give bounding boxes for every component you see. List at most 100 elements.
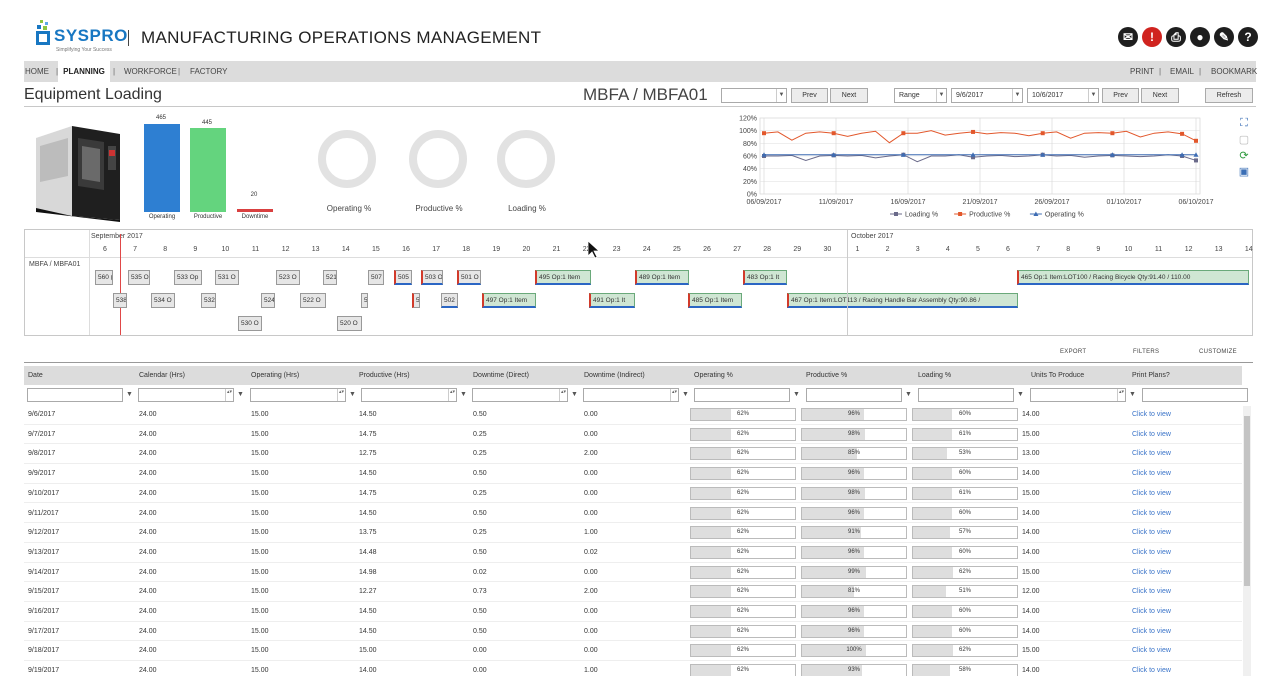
nav-print[interactable]: PRINT (1130, 67, 1154, 76)
spinner-icon[interactable]: ▴▾ (1117, 389, 1125, 401)
print-plans-link[interactable]: Click to view (1132, 470, 1171, 478)
print-plans-link[interactable]: Click to view (1132, 627, 1171, 635)
column-header[interactable]: Downtime (Direct) (473, 372, 530, 379)
gantt-task-bar[interactable]: 524 (261, 293, 275, 308)
gantt-task-bar[interactable]: 501 O (457, 270, 481, 285)
table-row[interactable]: 9/17/2017 24.00 15.00 14.50 0.50 0.00 62% 96% 60… (24, 622, 1242, 642)
nav-factory[interactable]: FACTORY (190, 67, 228, 76)
customize-button[interactable]: CUSTOMIZE (1199, 349, 1237, 355)
table-row[interactable]: 9/10/2017 24.00 15.00 14.75 0.25 0.00 62% 98% 61… (24, 484, 1242, 504)
column-header[interactable]: Units To Produce (1031, 372, 1085, 379)
column-filter-input[interactable]: ▴▾ (1030, 388, 1126, 402)
gantt-task-bar[interactable]: 5 (361, 293, 368, 308)
gantt-task-bar[interactable]: 485 Op:1 Item (688, 293, 742, 308)
column-header[interactable]: Operating % (694, 372, 733, 379)
column-filter-input[interactable]: ▴▾ (472, 388, 568, 402)
print-plans-link[interactable]: Click to view (1132, 588, 1171, 596)
gantt-task-bar[interactable]: 533 Op (174, 270, 202, 285)
scrollbar-thumb[interactable] (1244, 416, 1250, 586)
column-filter-input[interactable] (27, 388, 123, 402)
wrench-icon[interactable]: ✎ (1214, 27, 1234, 47)
filter-icon[interactable]: ▼ (1017, 391, 1024, 398)
table-row[interactable]: 9/12/2017 24.00 15.00 13.75 0.25 1.00 62% 91% 57… (24, 523, 1242, 543)
nav-planning[interactable]: PLANNING (58, 61, 110, 82)
filter-icon[interactable]: ▼ (1129, 391, 1136, 398)
gantt-task-bar[interactable]: 522 O (300, 293, 326, 308)
spinner-icon[interactable]: ▴▾ (670, 389, 678, 401)
gantt-task-bar[interactable]: 467 Op:1 Item:LOT113 / Racing Handle Bar… (787, 293, 1018, 308)
next-resource-button[interactable]: Next (830, 88, 868, 103)
resource-select[interactable]: ▼ (721, 88, 787, 103)
column-header[interactable]: Print Plans? (1132, 372, 1170, 379)
column-header[interactable]: Productive % (806, 372, 848, 379)
table-row[interactable]: 9/8/2017 24.00 15.00 12.75 0.25 2.00 62% 85% 53%… (24, 444, 1242, 465)
nav-workforce[interactable]: WORKFORCE (124, 67, 177, 76)
gantt-task-bar[interactable]: 505 (394, 270, 412, 285)
gantt-task-bar[interactable]: 507 (368, 270, 384, 285)
print-plans-link[interactable]: Click to view (1132, 568, 1171, 576)
print-plans-link[interactable]: Click to view (1132, 509, 1171, 517)
grid-scrollbar[interactable] (1243, 406, 1251, 676)
help-icon[interactable]: ? (1238, 27, 1258, 47)
filter-icon[interactable]: ▼ (349, 391, 356, 398)
copy-icon[interactable]: ▢ (1238, 134, 1250, 146)
filter-icon[interactable]: ▼ (237, 391, 244, 398)
spinner-icon[interactable]: ▴▾ (225, 389, 233, 401)
print-plans-link[interactable]: Click to view (1132, 667, 1171, 675)
print-plans-link[interactable]: Click to view (1132, 489, 1171, 497)
print-plans-link[interactable]: Click to view (1132, 411, 1171, 418)
column-header[interactable]: Productive (Hrs) (359, 372, 410, 379)
gantt-task-bar[interactable]: 523 O (276, 270, 300, 285)
column-header[interactable]: Date (28, 372, 43, 379)
gantt-task-bar[interactable]: 535 O (128, 270, 150, 285)
downtime-bar[interactable] (237, 209, 273, 212)
filter-icon[interactable]: ▼ (793, 391, 800, 398)
table-row[interactable]: 9/15/2017 24.00 15.00 12.27 0.73 2.00 62% 81% 51… (24, 582, 1242, 602)
date-from-field[interactable]: 9/6/2017 ▼ (951, 88, 1023, 103)
prev-resource-button[interactable]: Prev (791, 88, 828, 103)
column-header[interactable]: Downtime (Indirect) (584, 372, 645, 379)
gantt-task-bar[interactable]: 502 (441, 293, 458, 308)
alert-icon[interactable]: ! (1142, 27, 1162, 47)
table-row[interactable]: 9/7/2017 24.00 15.00 14.75 0.25 0.00 62% 98% 61%… (24, 425, 1242, 445)
column-filter-input[interactable] (694, 388, 790, 402)
print-plans-link[interactable]: Click to view (1132, 608, 1171, 615)
filter-icon[interactable]: ▼ (460, 391, 467, 398)
print-plans-link[interactable]: Click to view (1132, 548, 1171, 556)
filter-icon[interactable]: ▼ (905, 391, 912, 398)
print-plans-link[interactable]: Click to view (1132, 529, 1171, 537)
save-icon[interactable]: ▣ (1238, 166, 1250, 178)
column-filter-input[interactable]: ▴▾ (250, 388, 346, 402)
column-header[interactable]: Calendar (Hrs) (139, 372, 185, 379)
gantt-task-bar[interactable]: 532 (201, 293, 216, 308)
gantt-task-bar[interactable]: 530 O (238, 316, 262, 331)
gantt-task-bar[interactable]: 489 Op:1 Item (635, 270, 689, 285)
gantt-task-bar[interactable]: 491 Op:1 It (589, 293, 635, 308)
gantt-task-bar[interactable]: 465 Op:1 Item:LOT100 / Racing Bicycle Qt… (1017, 270, 1249, 285)
print-icon[interactable]: ⎙ (1166, 27, 1186, 47)
nav-bookmark[interactable]: BOOKMARK (1211, 67, 1258, 76)
syspro-logo[interactable]: SYSPRO Simplifying Your Success (32, 14, 127, 54)
gantt-task-bar[interactable]: 534 O (151, 293, 175, 308)
print-plans-link[interactable]: Click to view (1132, 450, 1171, 458)
table-row[interactable]: 9/13/2017 24.00 15.00 14.48 0.50 0.02 62% 96% 60… (24, 543, 1242, 563)
productive-bar[interactable] (190, 128, 226, 212)
table-row[interactable]: 9/11/2017 24.00 15.00 14.50 0.50 0.00 62% 96% 60… (24, 504, 1242, 524)
filter-icon[interactable]: ▼ (682, 391, 689, 398)
table-row[interactable]: 9/14/2017 24.00 15.00 14.98 0.02 0.00 62% 99% 62… (24, 563, 1242, 583)
column-filter-input[interactable]: ▴▾ (583, 388, 679, 402)
gantt-task-bar[interactable]: 521 (323, 270, 337, 285)
column-filter-input[interactable] (1142, 388, 1248, 402)
mail-icon[interactable]: ✉ (1118, 27, 1138, 47)
column-filter-input[interactable]: ▴▾ (361, 388, 457, 402)
gantt-task-bar[interactable]: 495 Op:1 Item (535, 270, 591, 285)
column-filter-input[interactable] (806, 388, 902, 402)
table-row[interactable]: 9/6/2017 24.00 15.00 14.50 0.50 0.00 62% 96% 60%… (24, 405, 1242, 425)
gantt-task-bar[interactable]: 497 Op:1 Item (482, 293, 536, 308)
spinner-icon[interactable]: ▴▾ (559, 389, 567, 401)
column-filter-input[interactable] (918, 388, 1014, 402)
print-plans-link[interactable]: Click to view (1132, 430, 1171, 438)
filter-icon[interactable]: ▼ (126, 391, 133, 398)
spinner-icon[interactable]: ▴▾ (448, 389, 456, 401)
column-header[interactable]: Loading % (918, 372, 952, 379)
